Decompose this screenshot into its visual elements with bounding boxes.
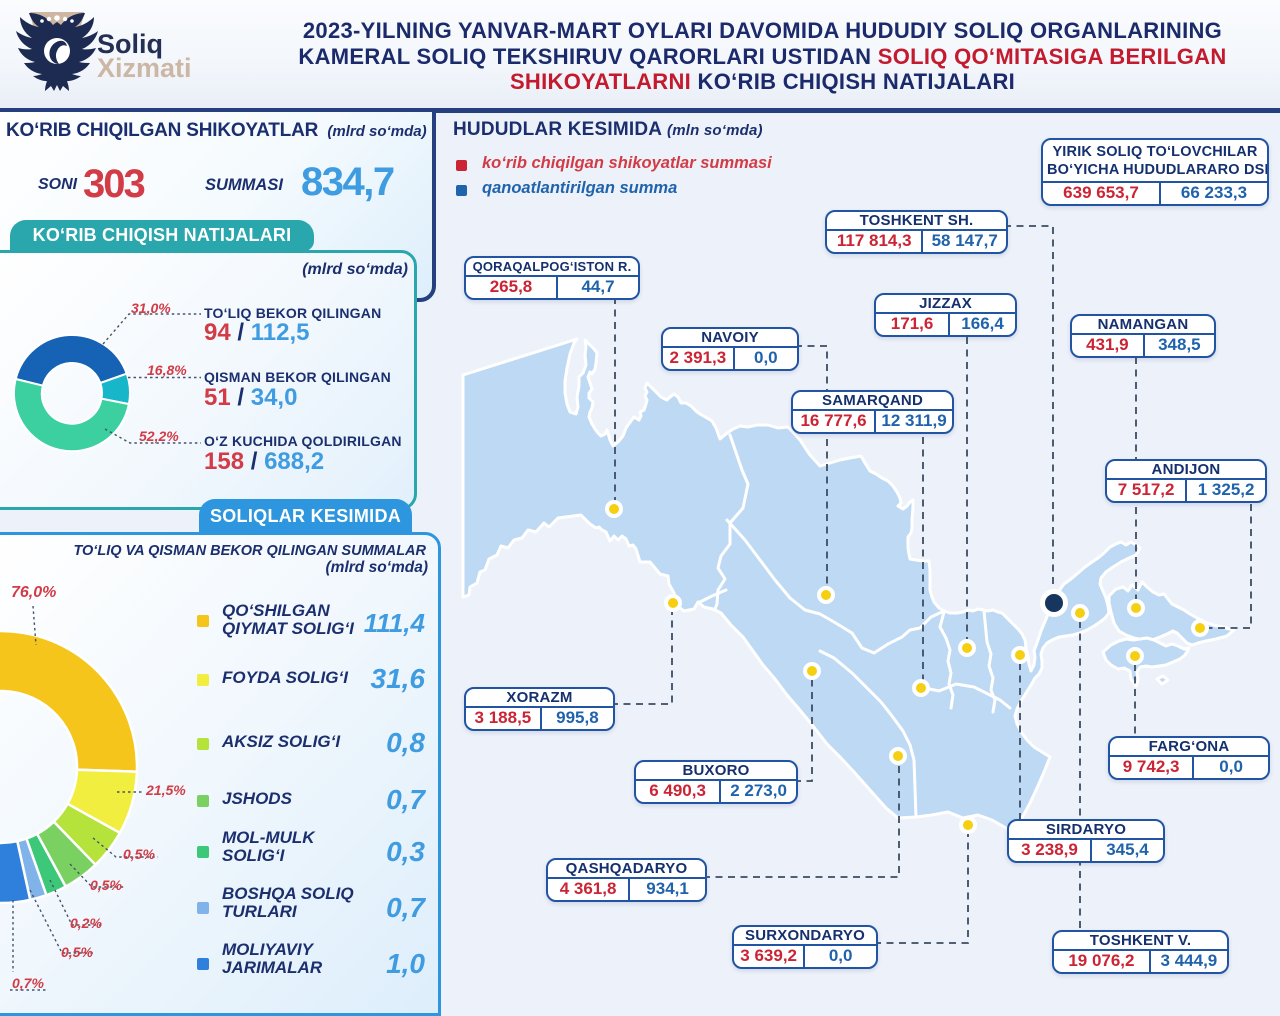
svg-text:Xizmati: Xizmati xyxy=(97,53,192,83)
svg-text:Soliq: Soliq xyxy=(97,29,163,59)
